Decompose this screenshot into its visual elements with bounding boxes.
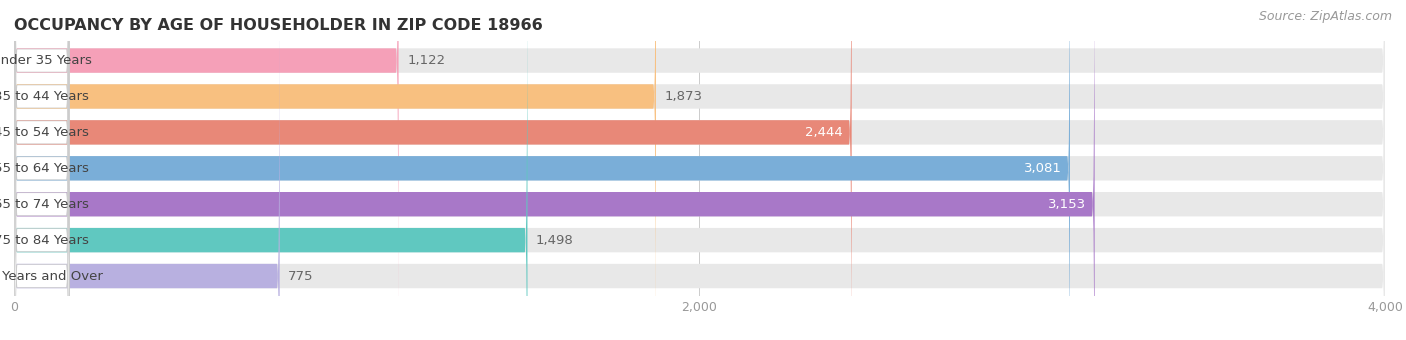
FancyBboxPatch shape xyxy=(14,0,69,340)
FancyBboxPatch shape xyxy=(14,1,1385,340)
FancyBboxPatch shape xyxy=(14,0,69,301)
Text: Under 35 Years: Under 35 Years xyxy=(0,54,93,67)
Text: 75 to 84 Years: 75 to 84 Years xyxy=(0,234,89,246)
FancyBboxPatch shape xyxy=(14,0,69,340)
Text: 1,873: 1,873 xyxy=(665,90,703,103)
Text: 55 to 64 Years: 55 to 64 Years xyxy=(0,162,89,175)
FancyBboxPatch shape xyxy=(14,0,657,340)
Text: 2,444: 2,444 xyxy=(806,126,844,139)
FancyBboxPatch shape xyxy=(14,1,280,340)
FancyBboxPatch shape xyxy=(14,0,852,340)
Text: 85 Years and Over: 85 Years and Over xyxy=(0,270,103,283)
Text: OCCUPANCY BY AGE OF HOUSEHOLDER IN ZIP CODE 18966: OCCUPANCY BY AGE OF HOUSEHOLDER IN ZIP C… xyxy=(14,18,543,33)
FancyBboxPatch shape xyxy=(14,0,1385,340)
Text: 35 to 44 Years: 35 to 44 Years xyxy=(0,90,89,103)
FancyBboxPatch shape xyxy=(14,0,1385,340)
FancyBboxPatch shape xyxy=(14,0,69,340)
Text: 3,153: 3,153 xyxy=(1047,198,1085,211)
Text: Source: ZipAtlas.com: Source: ZipAtlas.com xyxy=(1258,10,1392,23)
FancyBboxPatch shape xyxy=(14,36,69,340)
Text: 45 to 54 Years: 45 to 54 Years xyxy=(0,126,89,139)
FancyBboxPatch shape xyxy=(14,0,1385,340)
FancyBboxPatch shape xyxy=(14,0,69,336)
FancyBboxPatch shape xyxy=(14,0,1385,340)
FancyBboxPatch shape xyxy=(14,0,527,340)
Text: 775: 775 xyxy=(288,270,314,283)
Text: 1,498: 1,498 xyxy=(536,234,574,246)
FancyBboxPatch shape xyxy=(14,0,398,336)
FancyBboxPatch shape xyxy=(14,0,1385,336)
Text: 3,081: 3,081 xyxy=(1024,162,1062,175)
FancyBboxPatch shape xyxy=(14,0,1095,340)
FancyBboxPatch shape xyxy=(14,0,1385,340)
Text: 1,122: 1,122 xyxy=(408,54,446,67)
FancyBboxPatch shape xyxy=(14,0,1070,340)
Text: 65 to 74 Years: 65 to 74 Years xyxy=(0,198,89,211)
FancyBboxPatch shape xyxy=(14,0,69,340)
